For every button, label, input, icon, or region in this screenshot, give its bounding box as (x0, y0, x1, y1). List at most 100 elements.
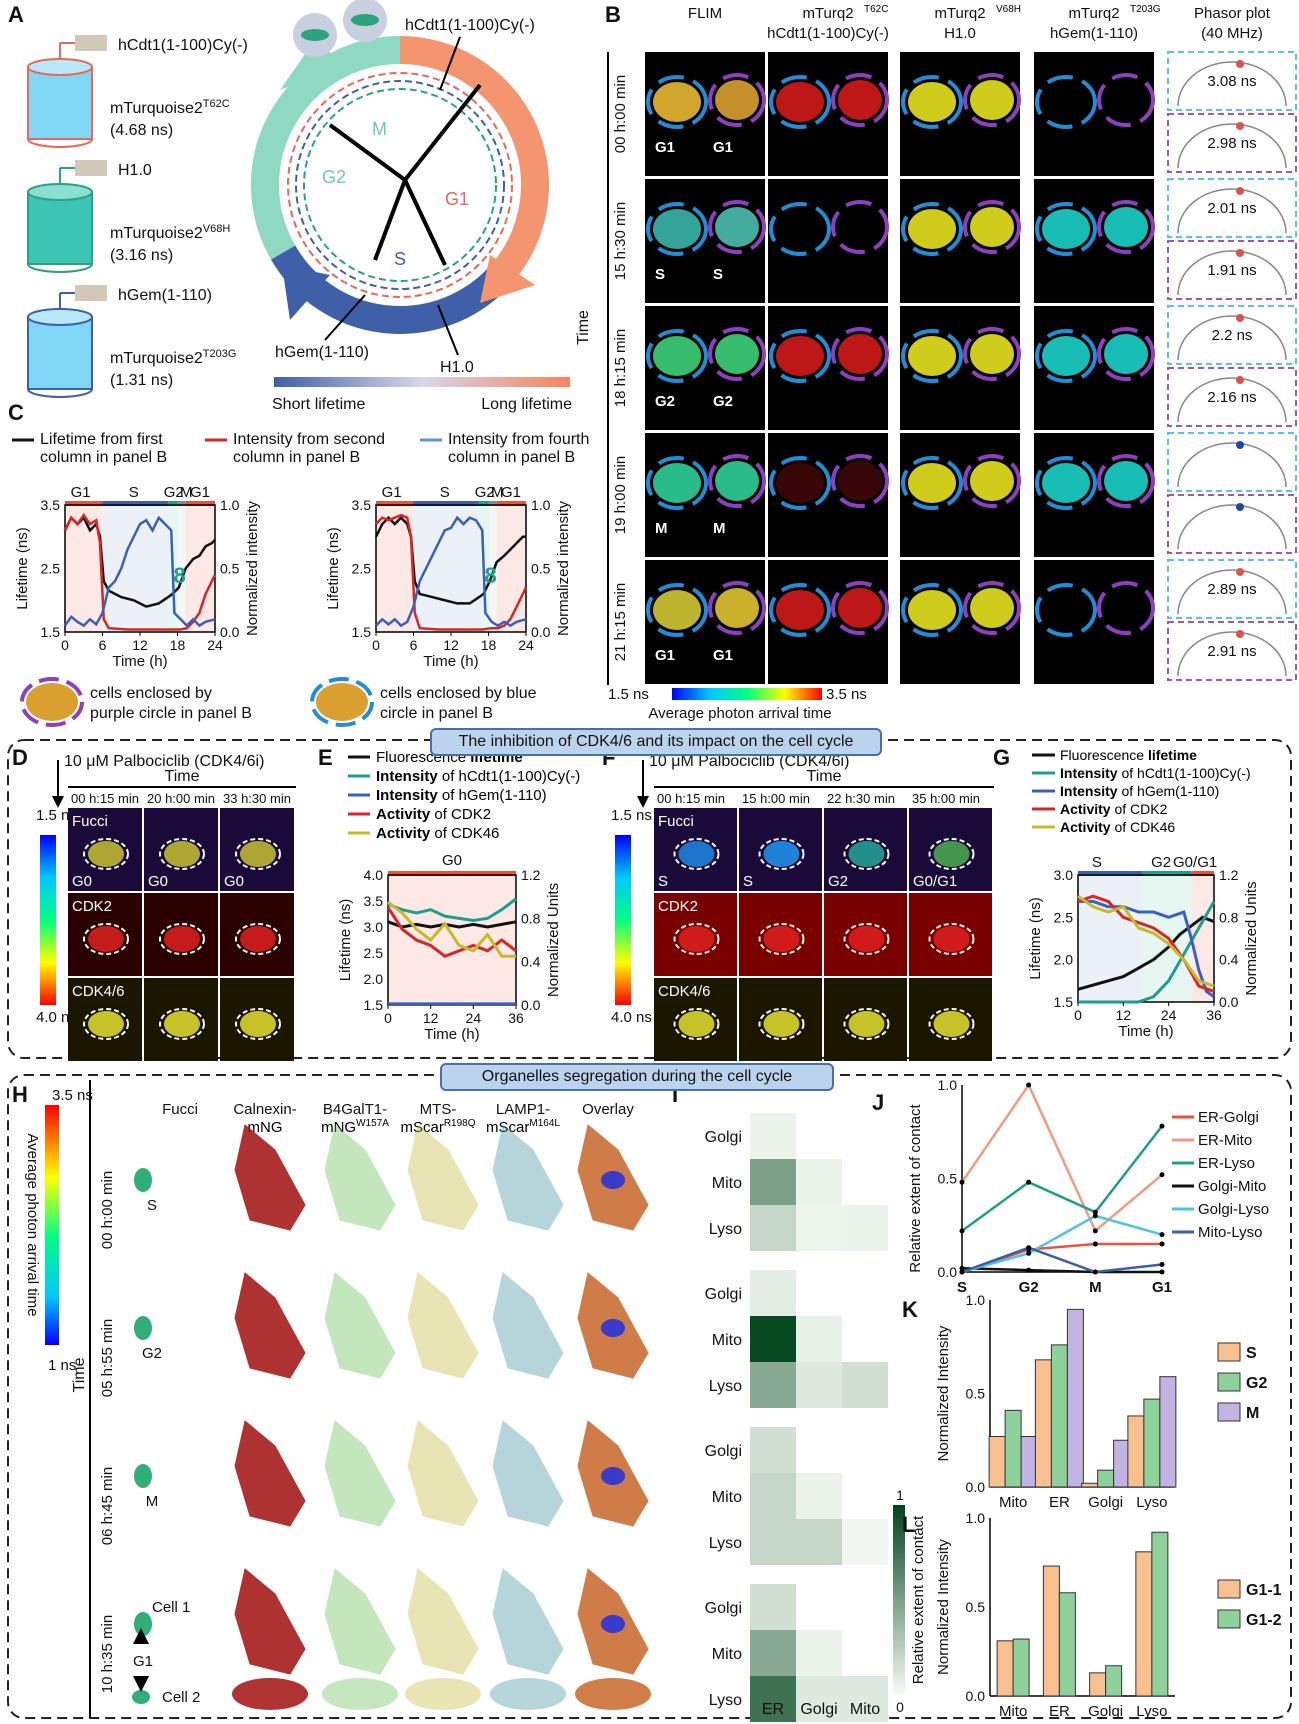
series-point (959, 1228, 965, 1234)
heatmap-row-label: Mito (712, 1489, 742, 1506)
phasor-semicircle (1177, 504, 1287, 550)
e-legend-text: Intensity of hCdt1(1-100)Cy(-) (376, 768, 580, 785)
series-point (959, 1265, 965, 1271)
phase-label: G0/G1 (1173, 854, 1217, 871)
h-colorbar (45, 1105, 59, 1345)
y-tick-label: 0.0 (966, 1688, 986, 1704)
b-purple-circle (831, 327, 889, 381)
h-phase-label: G2 (142, 1345, 162, 1362)
cycle-arrow-head (282, 265, 330, 320)
sensor-cylinder-2 (27, 285, 107, 398)
x-tick-label: 0 (61, 637, 69, 653)
heatmap-row-label: Mito (712, 1175, 742, 1192)
e-legend-text: Activity of CDK2 (376, 806, 491, 823)
series-line-2 (63, 515, 216, 628)
grid-cell (240, 1011, 276, 1037)
b-row-time: 00 h:00 min (612, 75, 629, 153)
y2-axis-label: Normalized intensity (244, 500, 261, 636)
h-time-label: Time (71, 1357, 88, 1392)
panel-label-i: I (672, 1082, 678, 1107)
phasor-semicircle (1177, 61, 1287, 107)
bar-M-ER (1066, 1308, 1084, 1488)
b-blue-circle (1035, 75, 1097, 129)
series-line-0 (387, 920, 517, 929)
series-line-Golgi-Mito (961, 1267, 1162, 1274)
b-blue-circle (769, 456, 831, 510)
grid-state-label: G0 (72, 873, 92, 890)
y-axis-label: Lifetime (ns) (1027, 897, 1044, 980)
x-tick-label: 36 (1206, 1007, 1222, 1023)
bar-G2-ER (1050, 1344, 1068, 1488)
legend-swatch (1217, 1372, 1241, 1392)
x-tick-label: G2 (1019, 1279, 1039, 1296)
series-point (1026, 1250, 1032, 1256)
y-tick-label: 1.0 (966, 1292, 986, 1308)
b-purple-circle (963, 454, 1021, 508)
h-column-subheader: mScarM164L (486, 1118, 560, 1136)
h-fucci-nucleus (132, 1690, 150, 1704)
grid-row-label: Fucci (658, 813, 694, 830)
b-nucleus (776, 82, 824, 122)
phasor-value: 2.89 ns (1207, 581, 1256, 598)
cycle-divider (403, 83, 482, 182)
b-cell-phase: M (655, 520, 668, 537)
series-line-Golgi-Lyso (961, 1214, 1163, 1274)
grid-time-point: 22 h:30 min (827, 791, 895, 806)
y-tick-label: 1.0 (938, 1077, 958, 1093)
x-tick-label: ER (1049, 1703, 1070, 1720)
c-footer-circle (20, 677, 84, 727)
panel-label-a: A (8, 2, 24, 27)
series-point (1092, 1209, 1098, 1215)
bar-G1-2-Golgi (1105, 1665, 1123, 1697)
b-blue-circle (769, 202, 831, 256)
b-column-header: mTurq2 (802, 5, 853, 22)
b-nucleus (838, 588, 882, 628)
cycle-label-hcdt1: hCdt1(1-100)Cy(-) (405, 17, 535, 34)
grid-cell (933, 926, 970, 952)
phase-label: S (1092, 854, 1102, 871)
h-cell-shape (234, 1272, 306, 1379)
legend-swatch (1217, 1342, 1241, 1362)
h-phase-label: G1 (133, 1653, 153, 1670)
cycle-arrow-head (280, 40, 345, 90)
b-nucleus (908, 463, 956, 503)
grid-cell-outline (673, 838, 720, 870)
y-tick-label: 3.0 (1054, 867, 1074, 883)
b-cell-phase: G2 (713, 393, 733, 410)
h-cell-shape (324, 1272, 396, 1379)
h-division-arrow (133, 1628, 149, 1644)
b-nucleus (908, 209, 956, 249)
series-point (1159, 1172, 1165, 1178)
x-tick-label: Mito (999, 1703, 1027, 1720)
heatmap-cell (796, 1159, 842, 1205)
bar-G2-Lyso (1143, 1398, 1161, 1488)
bar-S-Mito (988, 1436, 1006, 1488)
phasor-semicircle (1177, 569, 1287, 615)
mitosis-marker: 8 (174, 563, 186, 588)
heatmap-row-label: Mito (712, 1332, 742, 1349)
phasor-cluster (1236, 314, 1244, 322)
h-cell-shape (234, 1568, 306, 1675)
x-tick-label: 36 (508, 1010, 524, 1026)
x-tick-label: Lyso (1136, 1494, 1167, 1511)
h-colorbar-max: 3.5 ns (52, 1087, 93, 1104)
y-axis-label: Lifetime (ns) (337, 899, 354, 982)
chart-K: 0.0 0.5 1.0 Normalized Intensity Mito ER Golgi… (935, 1292, 1267, 1511)
b-nucleus (838, 80, 882, 120)
h-column-header: Overlay (582, 1101, 634, 1118)
series-line-0 (374, 515, 526, 605)
grid-colorbar-min: 1.5 ns (611, 807, 652, 824)
sensor-body (27, 66, 93, 140)
phase-shade (177, 505, 186, 632)
axis-frame (1077, 874, 1215, 1003)
b-nucleus (970, 334, 1014, 374)
b-blue-circle (901, 75, 963, 129)
heatmap-cell (796, 1630, 842, 1676)
h-cell-shape (492, 1272, 564, 1379)
y-tick-label: 0.0 (966, 1479, 986, 1495)
chart-G: 0 12 24 36 1.5 2.0 2.5 3.0 0.0 0.4 0.8 1.2 Time (h) L… (1027, 854, 1260, 1040)
b-blue-circle (1035, 329, 1097, 383)
phasor-value: 1.91 ns (1207, 262, 1256, 279)
grid-time-point: 00 h:15 min (657, 791, 725, 806)
b-column-header-sup: T62C (864, 4, 888, 15)
